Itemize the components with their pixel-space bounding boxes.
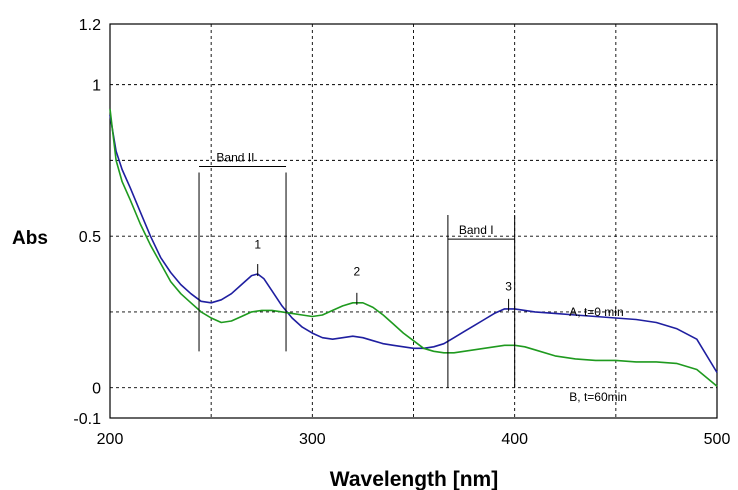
x-tick-label: 200 (97, 431, 124, 448)
plot-frame (109, 23, 718, 419)
annotations: A, t=0 min B, t=60min Band II Band I 1 2 3 (198, 150, 627, 404)
series-line (109, 108, 718, 387)
x-tick-label: 500 (704, 431, 731, 448)
y-axis-label: Abs (12, 228, 48, 249)
peak-label: 3 (505, 280, 512, 294)
series-lines (109, 108, 718, 387)
y-tick-label: 1 (92, 78, 101, 95)
series-line (109, 114, 718, 373)
series-label: B, t=60min (569, 390, 627, 404)
band-label: Band I (459, 223, 494, 237)
x-axis-label: Wavelength [nm] (330, 468, 498, 490)
y-tick-label: -0.1 (73, 411, 101, 428)
peak-label: 2 (354, 265, 361, 279)
grid-lines (110, 24, 717, 418)
tick-labels: 200 300 400 500 -0.1 0 0.5 1 1.2 (73, 17, 730, 448)
band-label: Band II (216, 150, 254, 164)
x-tick-label: 300 (299, 431, 326, 448)
y-tick-label: 0.5 (79, 229, 101, 246)
peak-label: 1 (254, 237, 261, 251)
y-tick-label: 0 (92, 381, 101, 398)
y-tick-label: 1.2 (79, 17, 101, 34)
series-label: A, t=0 min (569, 305, 623, 319)
x-tick-label: 400 (501, 431, 528, 448)
